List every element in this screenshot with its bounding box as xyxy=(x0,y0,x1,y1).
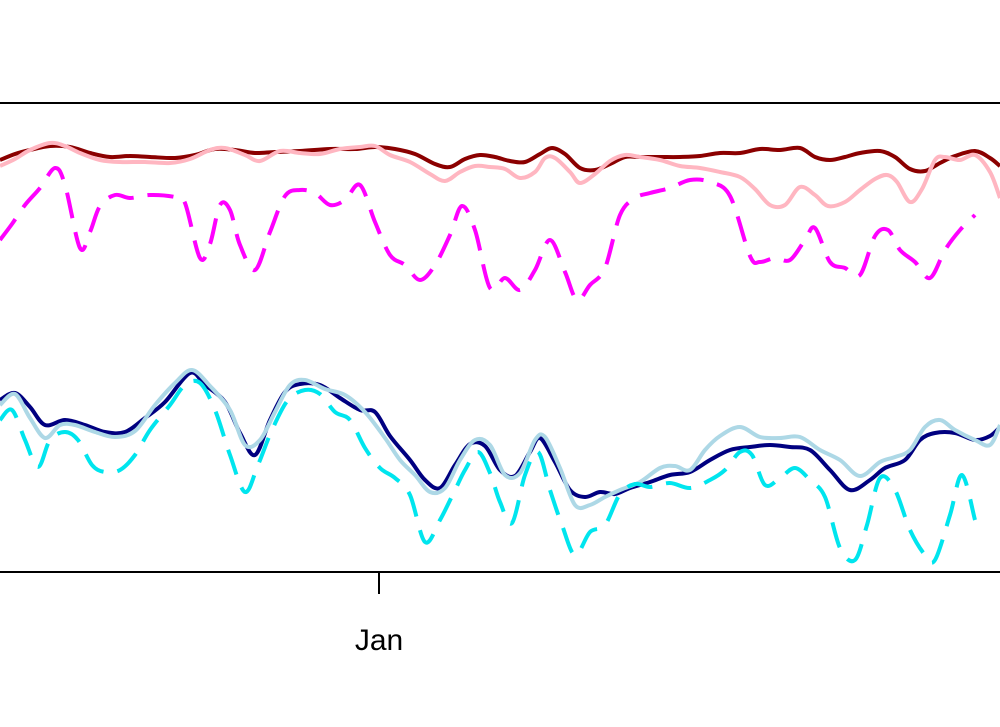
series-line-5 xyxy=(0,368,1000,511)
series-line-4 xyxy=(0,370,1000,499)
x-tick-label-jan: Jan xyxy=(355,624,403,657)
plot-frame xyxy=(0,102,1000,573)
series-layer xyxy=(0,140,1000,565)
series-line-1 xyxy=(0,143,1000,174)
series-line-3 xyxy=(0,165,977,303)
series-line-6 xyxy=(0,378,977,565)
x-axis: Jan xyxy=(355,572,403,657)
series-line-2 xyxy=(0,140,1000,210)
